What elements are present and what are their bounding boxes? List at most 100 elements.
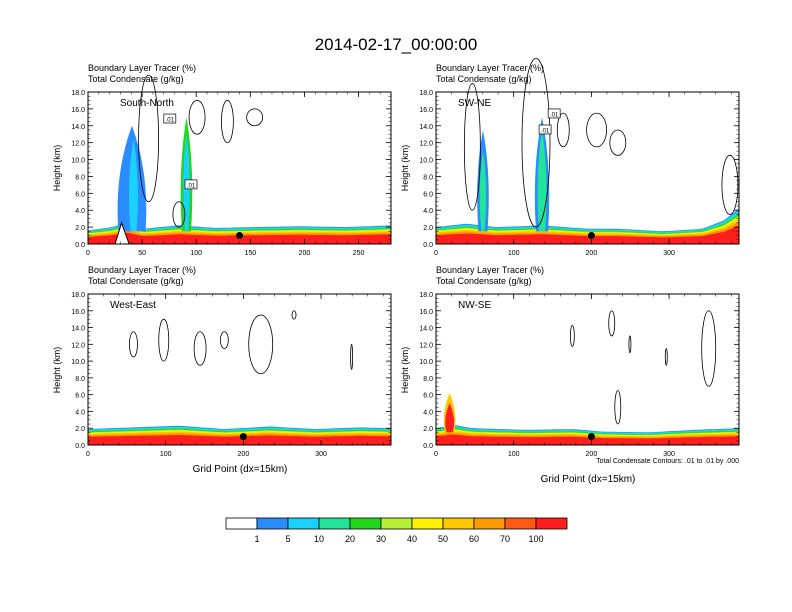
colorbar-label-70: 70	[500, 534, 510, 544]
colorbar-swatch-4	[349, 517, 382, 530]
south-north-contour-label-2: .01	[187, 183, 196, 189]
y-tick-label: 4.0	[423, 409, 433, 416]
colorbar: 1 5 10 20 30 40 50 60 70 100	[225, 517, 568, 544]
y-tick-label: 10.0	[71, 158, 85, 165]
colorbar-label-50: 50	[438, 534, 448, 544]
colorbar-swatch-7	[442, 517, 475, 530]
panel-nw-se-footnote: Total Condensate Contours: .01 to .01 by…	[596, 458, 739, 465]
colorbar-swatch-6	[411, 517, 444, 530]
nw-se-tracer-band-9	[436, 434, 739, 445]
y-tick-label: 8.0	[75, 376, 85, 383]
x-tick-label: 0	[86, 451, 90, 458]
x-tick-label: 200	[586, 451, 598, 458]
colorbar-label-100: 100	[528, 534, 543, 544]
y-tick-label: 8.0	[75, 174, 85, 181]
y-tick-label: 2.0	[423, 426, 433, 433]
y-tick-label: 6.0	[75, 393, 85, 400]
y-tick-label: 10.0	[71, 359, 85, 366]
colorbar-swatch-9	[504, 517, 537, 530]
y-tick-label: 8.0	[423, 174, 433, 181]
south-north-condensate-contour-3	[220, 100, 234, 144]
y-tick-label: 2.0	[75, 426, 85, 433]
x-tick-label: 0	[86, 250, 90, 257]
y-tick-label: 0.0	[75, 443, 85, 450]
y-tick-label: 2.0	[75, 225, 85, 232]
y-tick-label: 0.0	[423, 242, 433, 249]
y-tick-label: 0.0	[75, 242, 85, 249]
panel-nw-se-ylabel: Height (km)	[400, 347, 410, 394]
y-tick-label: 14.0	[419, 124, 433, 131]
x-tick-label: 100	[508, 451, 520, 458]
panel-nw-se-frame	[435, 293, 740, 446]
y-tick-label: 18.0	[71, 90, 85, 97]
sw-ne-contour-label-box-1	[538, 124, 552, 135]
panel-west-east-xlabel: Grid Point (dx=15km)	[193, 464, 288, 475]
panel-west-east-title-1: Boundary Layer Tracer (%)	[88, 265, 196, 275]
x-tick-label: 100	[190, 250, 202, 257]
y-tick-label: 18.0	[419, 292, 433, 299]
panel-nw-se-label: NW-SE	[458, 300, 491, 311]
sw-ne-tracer-band-9	[436, 225, 739, 244]
sw-ne-condensate-contour-1	[463, 83, 481, 211]
panel-west-east-label: West-East	[110, 300, 156, 311]
colorbar-label-40: 40	[407, 534, 417, 544]
y-tick-label: 12.0	[71, 342, 85, 349]
colorbar-label-30: 30	[376, 534, 386, 544]
x-tick-label: 0	[434, 250, 438, 257]
nw-se-condensate-contour-2	[608, 310, 616, 337]
y-tick-label: 2.0	[423, 225, 433, 232]
panel-south-north-label: South-North	[120, 98, 174, 109]
y-tick-label: 4.0	[75, 409, 85, 416]
x-tick-label: 200	[238, 451, 250, 458]
west-east-condensate-contour-7	[350, 343, 354, 370]
colorbar-swatch-8	[473, 517, 506, 530]
y-tick-label: 0.0	[423, 443, 433, 450]
south-north-condensate-contour-4	[246, 108, 264, 127]
nw-se-plume-2	[445, 403, 455, 433]
colorbar-swatch-10	[535, 517, 568, 530]
colorbar-swatch-0	[225, 517, 258, 530]
y-tick-label: 10.0	[419, 359, 433, 366]
panel-west-east-ylabel: Height (km)	[52, 347, 62, 394]
x-tick-label: 100	[508, 250, 520, 257]
nw-se-condensate-contour-4	[664, 348, 668, 366]
panel-nw-se-title-1: Boundary Layer Tracer (%)	[436, 265, 544, 275]
sw-ne-plume-2	[479, 151, 487, 232]
panel-sw-ne: Boundary Layer Tracer (%) Total Condensa…	[400, 57, 740, 257]
panel-nw-se-title-2: Total Condensate (g/kg)	[436, 276, 532, 286]
panel-nw-se: Boundary Layer Tracer (%) Total Condensa…	[400, 265, 740, 485]
sw-ne-plume-4	[537, 130, 547, 232]
y-tick-label: 12.0	[71, 141, 85, 148]
sw-ne-station-marker	[587, 232, 595, 240]
y-tick-label: 8.0	[423, 376, 433, 383]
y-tick-label: 14.0	[71, 326, 85, 333]
y-tick-label: 16.0	[419, 309, 433, 316]
sw-ne-condensate-contour-2	[521, 57, 551, 228]
x-tick-label: 300	[315, 451, 327, 458]
colorbar-label-10: 10	[314, 534, 324, 544]
y-tick-label: 18.0	[419, 90, 433, 97]
panel-sw-ne-title-1: Boundary Layer Tracer (%)	[436, 63, 544, 73]
south-north-contour-label-box-2	[184, 179, 198, 190]
y-tick-label: 4.0	[423, 208, 433, 215]
y-tick-label: 14.0	[71, 124, 85, 131]
west-east-condensate-contour-5	[248, 314, 274, 375]
sw-ne-condensate-contour-6	[721, 154, 739, 215]
south-north-condensate-contour-1	[138, 74, 160, 203]
nw-se-station-marker	[587, 433, 595, 441]
panel-sw-ne-title-2: Total Condensate (g/kg)	[436, 74, 532, 84]
y-tick-label: 4.0	[75, 208, 85, 215]
sw-ne-condensate-contour-3	[556, 112, 570, 148]
colorbar-label-1: 1	[254, 534, 259, 544]
y-tick-label: 6.0	[75, 191, 85, 198]
panel-west-east-title-2: Total Condensate (g/kg)	[88, 276, 184, 286]
south-north-condensate-contour-2	[188, 100, 206, 135]
y-tick-label: 16.0	[71, 107, 85, 114]
y-tick-label: 6.0	[423, 393, 433, 400]
x-tick-label: 200	[586, 250, 598, 257]
south-north-condensate-contour-5	[172, 201, 186, 228]
panel-south-north: Boundary Layer Tracer (%) Total Condensa…	[52, 63, 392, 257]
nw-se-condensate-contour-6	[614, 390, 622, 425]
panel-south-north-ylabel: Height (km)	[52, 145, 62, 192]
